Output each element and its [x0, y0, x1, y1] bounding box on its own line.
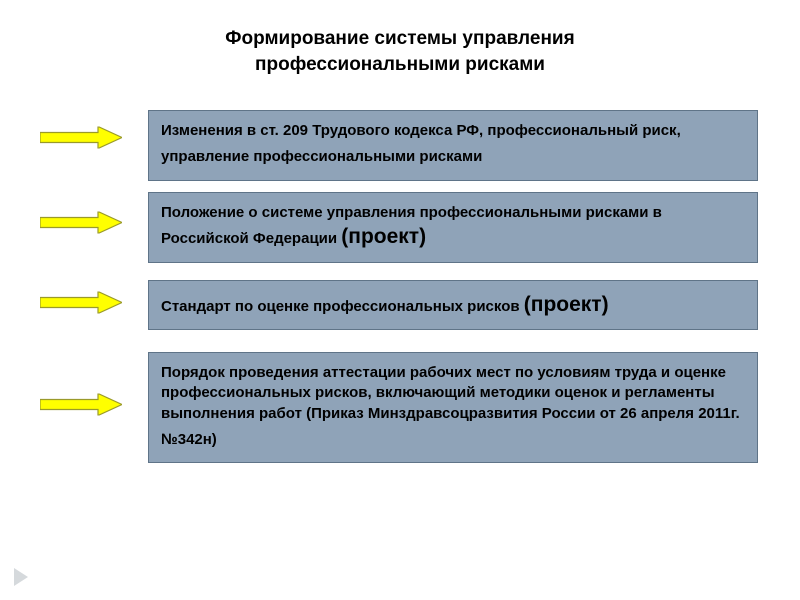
slide-marker-icon	[14, 568, 28, 586]
title-line-1: Формирование системы управления	[225, 28, 574, 49]
item-row-4: Порядок проведения аттестации рабочих ме…	[0, 352, 800, 462]
arrow-icon	[40, 127, 122, 154]
arrow-shape	[40, 394, 122, 416]
arrow-shape	[40, 212, 122, 234]
textbox-2-big: (проект)	[341, 225, 426, 248]
item-row-3: Стандарт по оценке профессиональных риск…	[0, 280, 800, 330]
title-line-2: профессиональными рисками	[255, 54, 545, 75]
textbox-3-text: Стандарт по оценке профессиональных риск…	[161, 298, 524, 315]
arrow-shape	[40, 127, 122, 149]
item-row-2: Положение о системе управления профессио…	[0, 192, 800, 258]
textbox-4: Порядок проведения аттестации рабочих ме…	[148, 352, 758, 463]
arrow-icon	[40, 394, 122, 421]
item-row-1: Изменения в ст. 209 Трудового кодекса РФ…	[0, 110, 800, 170]
textbox-3-big: (проект)	[524, 293, 609, 316]
textbox-1: Изменения в ст. 209 Трудового кодекса РФ…	[148, 110, 758, 181]
textbox-2: Положение о системе управления профессио…	[148, 192, 758, 263]
textbox-3: Стандарт по оценке профессиональных риск…	[148, 280, 758, 330]
arrow-icon	[40, 212, 122, 239]
textbox-4-text: Порядок проведения аттестации рабочих ме…	[161, 364, 740, 448]
arrow-icon	[40, 292, 122, 319]
slide-title: Формирование системы управления професси…	[0, 26, 800, 77]
arrow-shape	[40, 292, 122, 314]
textbox-1-text: Изменения в ст. 209 Трудового кодекса РФ…	[161, 122, 681, 165]
